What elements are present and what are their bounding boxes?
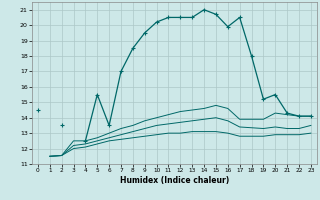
X-axis label: Humidex (Indice chaleur): Humidex (Indice chaleur) <box>120 176 229 185</box>
